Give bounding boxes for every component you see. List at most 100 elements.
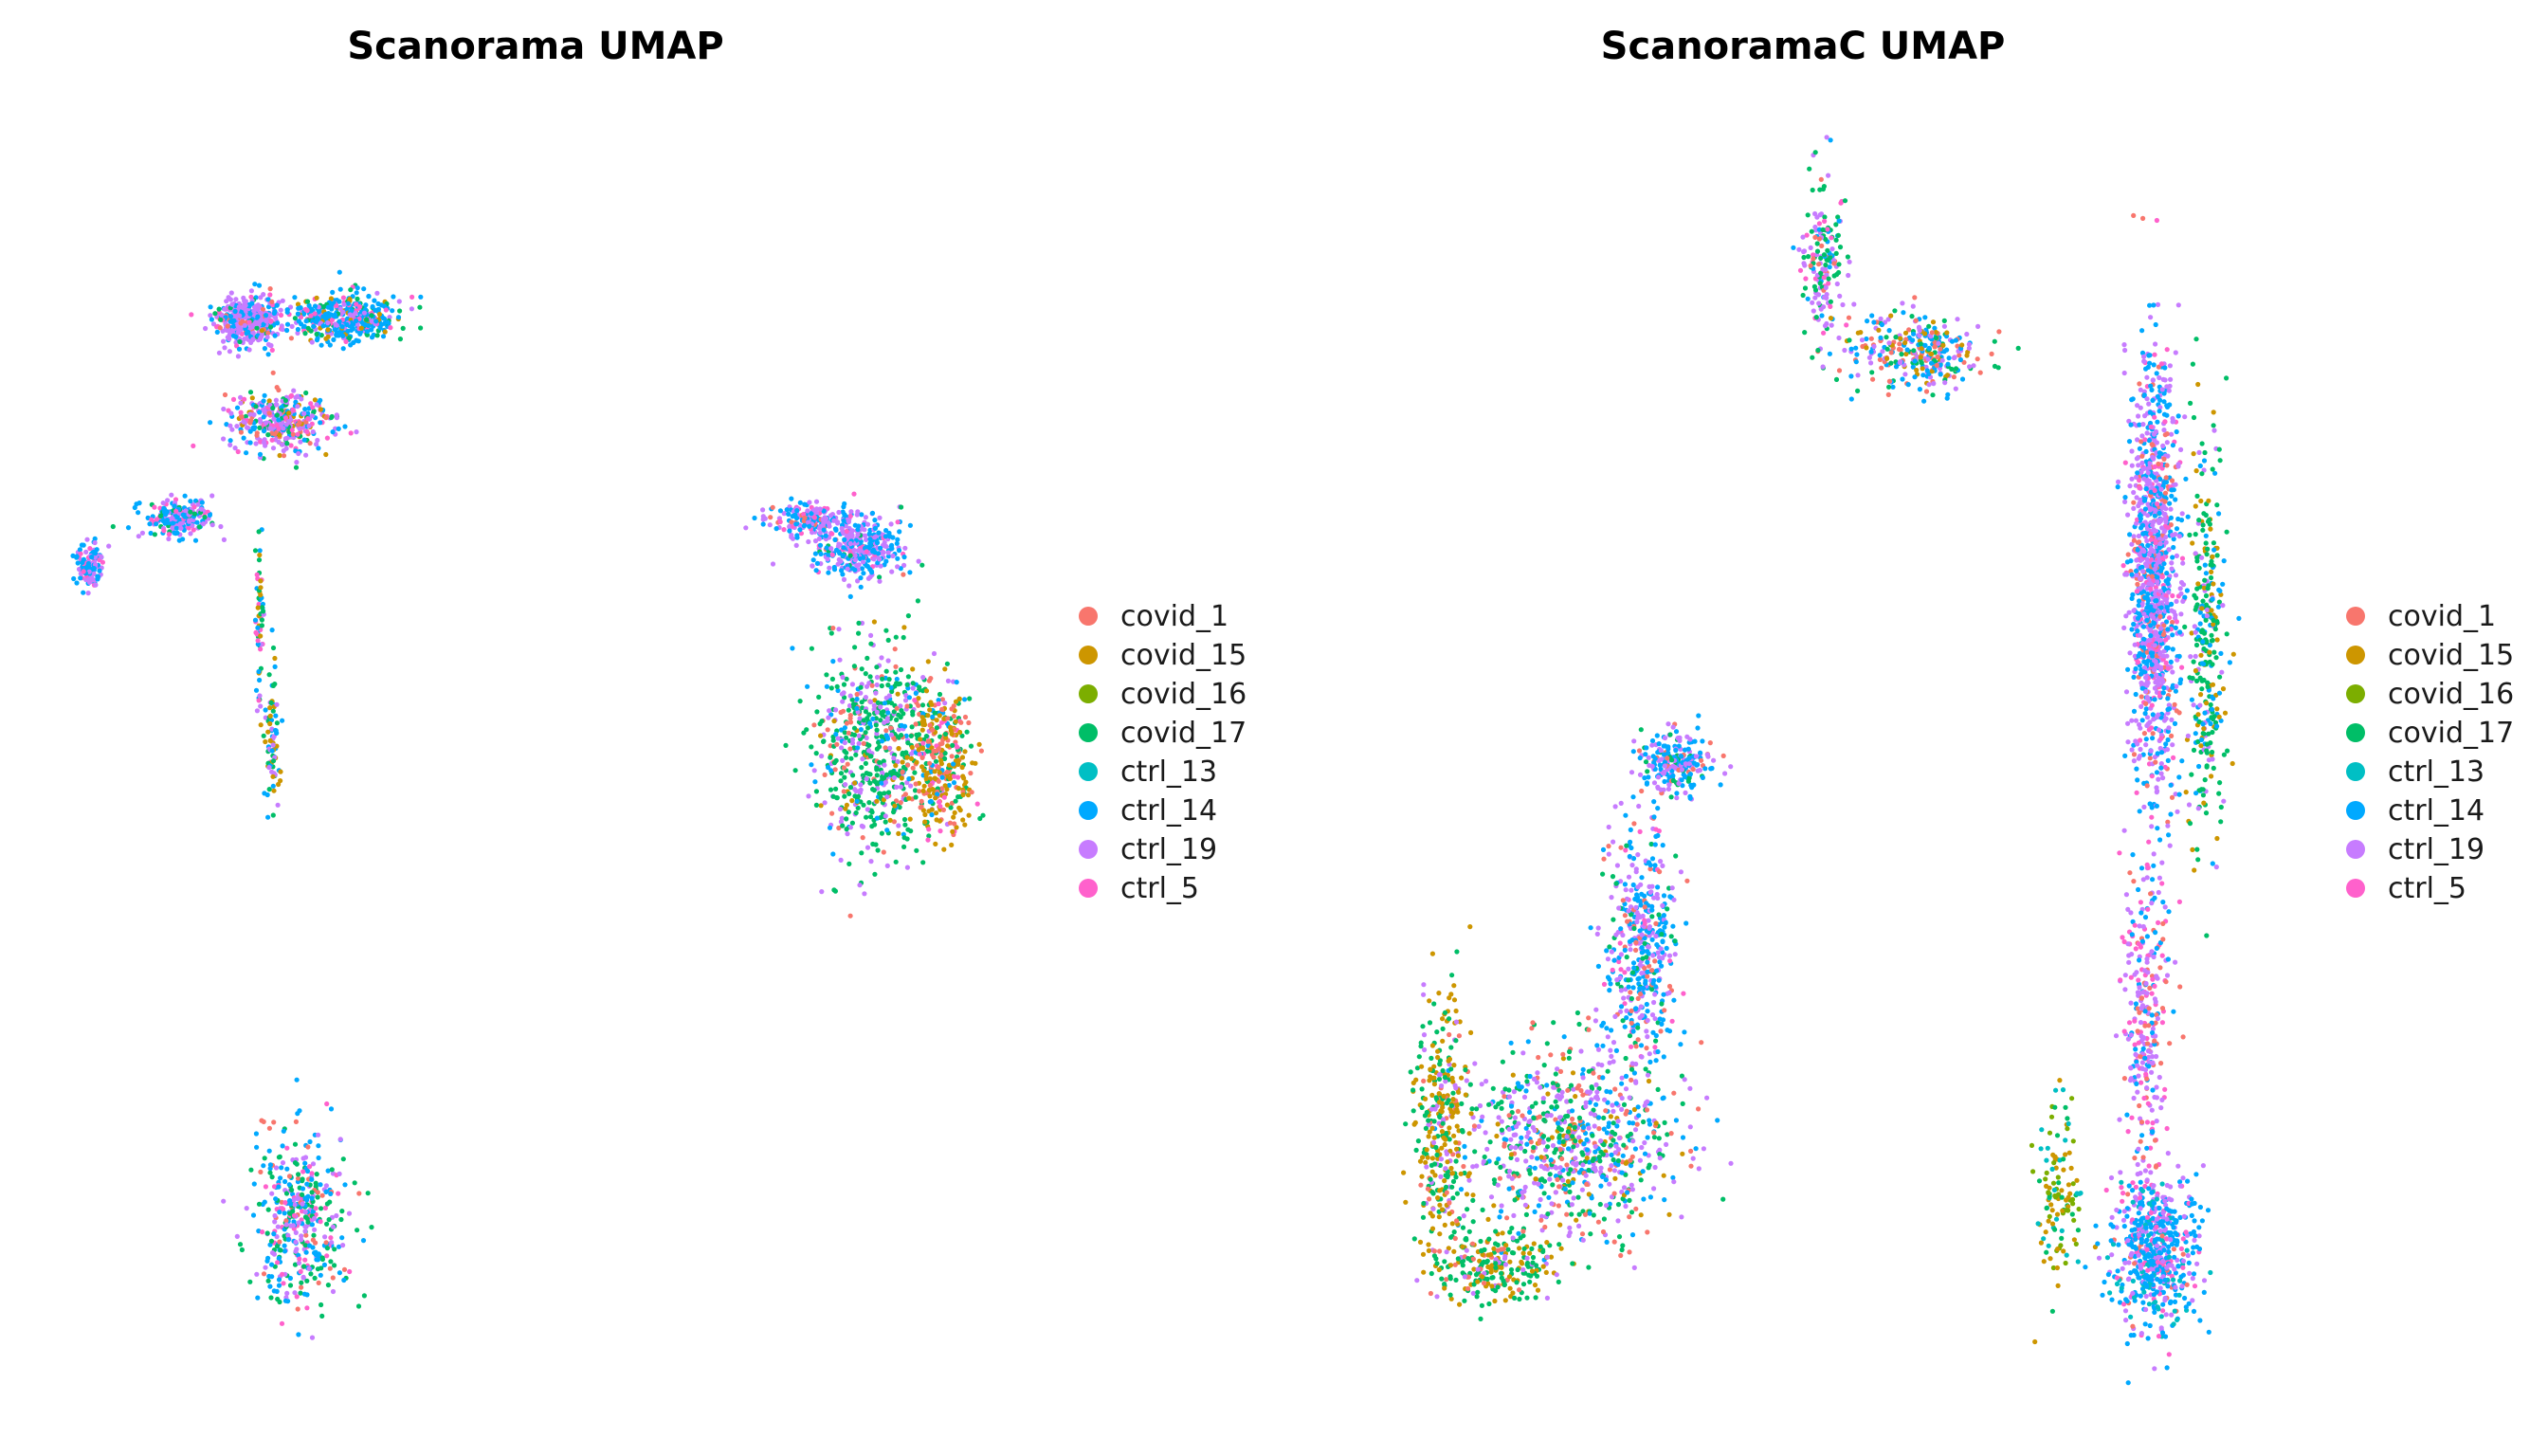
cell-point [1826,276,1831,282]
cell-point [859,850,864,856]
cell-point [1639,932,1645,937]
cell-point [1593,1007,1599,1012]
cell-point [914,847,919,853]
cell-point [365,1191,371,1196]
cell-point [255,314,261,319]
cell-point [1651,814,1657,820]
cell-point [1610,967,1615,973]
cell-point [829,531,835,537]
cell-point [1671,897,1677,902]
cell-point [304,428,310,434]
cell-point [1917,333,1922,338]
cell-point [814,560,821,567]
cell-point [305,1219,311,1225]
cell-point [1919,360,1924,366]
cell-point [925,713,931,719]
cell-point [1821,275,1827,281]
cell-point [1623,1073,1629,1079]
cell-point [1612,1013,1618,1019]
cell-point [230,396,237,402]
cell-point [325,327,331,333]
cell-point [312,397,318,403]
cell-point [916,558,921,564]
cell-point [1631,821,1637,827]
cell-point [1678,754,1684,759]
cell-point [1637,992,1644,997]
cell-point [858,584,864,590]
cell-point [410,294,415,300]
cell-point [1842,198,1848,204]
cell-point [346,1210,353,1216]
cell-point [1589,1084,1594,1090]
cell-point [164,518,170,523]
cell-point [812,538,819,544]
cell-point [954,680,959,685]
cell-point [1695,725,1701,731]
cell-point [893,859,899,864]
cell-point [1627,1033,1633,1039]
cell-point [1653,1058,1659,1064]
cell-point [1643,752,1648,757]
cell-point [349,308,355,314]
cell-point [1909,314,1915,319]
cell-point [220,328,226,334]
cell-point [1822,218,1828,224]
cell-point [327,342,333,348]
cell-point [921,768,927,774]
cell-point [418,325,424,331]
cell-point [257,410,263,415]
cell-point [314,442,319,447]
cell-point [255,1295,261,1301]
cell-point [1606,851,1611,857]
cell-point [914,759,919,765]
cell-point [1622,913,1628,919]
cell-point [887,817,893,824]
cell-point [768,515,774,520]
cell-point [1626,977,1631,983]
cell-point [912,698,918,703]
cell-point [1631,965,1637,971]
cell-point [1498,1209,1504,1214]
cell-point [1941,323,1947,329]
cell-point [890,553,896,559]
cell-point [1639,875,1645,881]
cell-point [293,399,299,405]
cell-point [885,637,891,644]
cell-point [1620,1018,1626,1024]
cell-point [325,1283,331,1288]
cell-point [217,325,223,331]
cell-point [296,450,301,457]
cell-point [1523,1158,1529,1164]
cell-point [245,425,250,430]
cell-point [274,412,280,418]
cell-point [391,294,396,300]
cell-point [885,658,891,664]
cell-point [1639,950,1645,956]
cell-point [315,1194,320,1200]
cell-point [1639,1144,1645,1151]
cell-point [1595,1219,1601,1225]
cell-point [811,507,817,513]
cell-point [1618,800,1624,807]
cell-point [200,521,207,527]
cell-point [1635,1037,1641,1043]
cell-point [809,646,815,651]
cell-point [1902,340,1908,346]
cell-point [1649,742,1655,748]
cell-point [1652,842,1658,847]
legend-item: covid_1 [1079,600,1228,633]
cell-point [1662,735,1668,741]
cell-point [353,310,358,317]
cell-point [1884,335,1889,340]
cell-point [306,423,312,429]
cell-point [324,1221,330,1227]
cell-point [844,528,849,535]
cell-point [340,309,346,315]
cell-point [307,441,313,446]
cell-point [125,525,132,531]
cell-point [841,545,846,551]
cell-point [932,775,937,781]
cell-point [1643,759,1649,765]
cell-point [339,1235,345,1241]
cell-point [908,733,914,739]
